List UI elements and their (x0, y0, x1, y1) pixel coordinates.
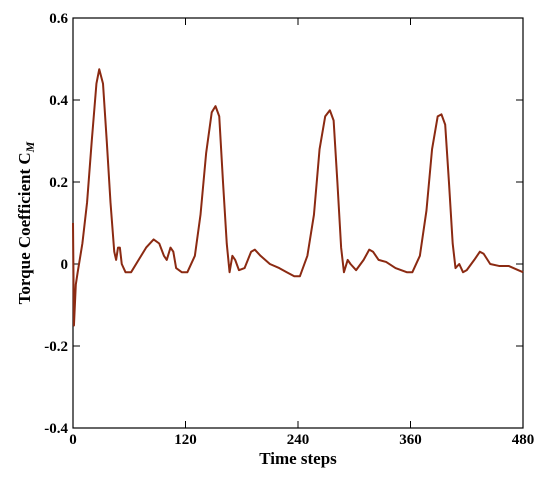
data-line (72, 68, 524, 327)
y-axis-label-subscript: M (23, 141, 37, 153)
plot-frame (72, 17, 524, 429)
y-tick-label: -0.2 (44, 339, 68, 355)
y-tick-label: 0.4 (49, 93, 68, 109)
x-tick-label: 360 (399, 432, 422, 448)
x-tick-label: 240 (287, 432, 310, 448)
x-axis-label: Time steps (259, 449, 337, 468)
x-tick-label: 0 (69, 432, 77, 448)
x-tick-label: 480 (512, 432, 535, 448)
y-tick-label: 0 (61, 257, 69, 273)
y-axis-label: Torque Coefficient CM (15, 141, 37, 304)
y-tick-label: 0.2 (49, 175, 68, 191)
y-tick-label: -0.4 (44, 421, 68, 437)
y-axis-label-main: Torque Coefficient C (15, 152, 34, 304)
x-tick-label: 120 (174, 432, 197, 448)
y-tick-label: 0.6 (49, 11, 68, 27)
